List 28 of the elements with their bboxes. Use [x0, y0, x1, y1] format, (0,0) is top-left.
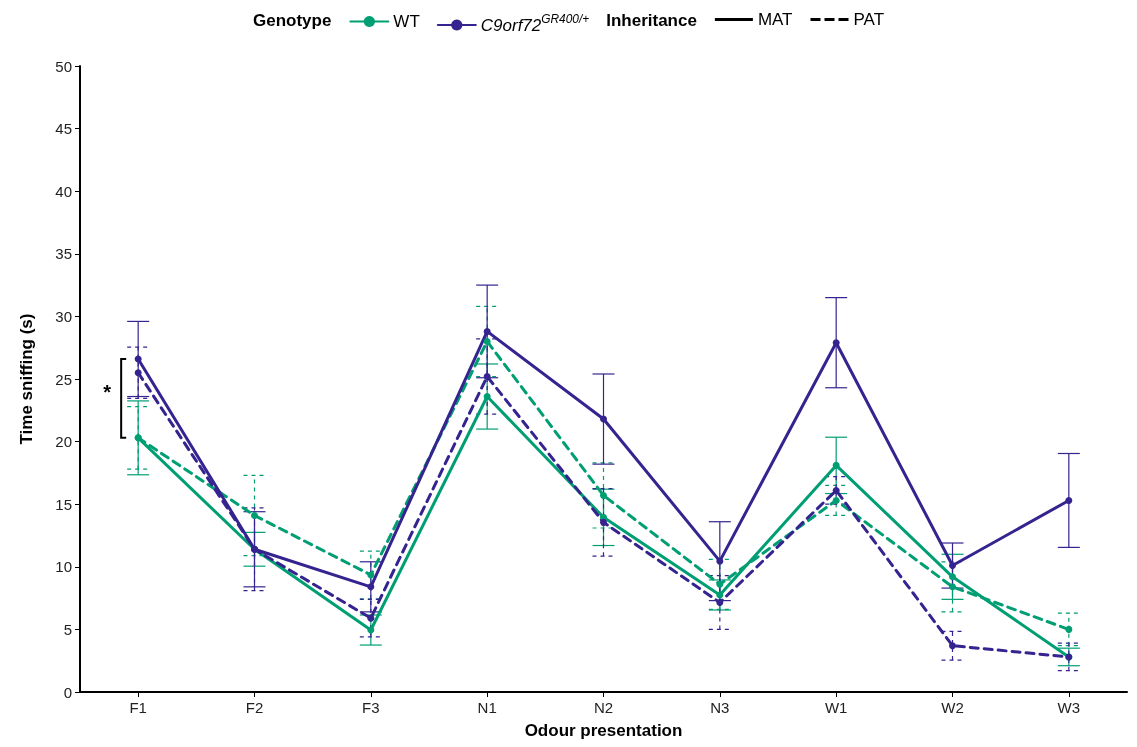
y-tick-label: 10	[55, 558, 72, 576]
x-tick-label: W2	[941, 699, 964, 716]
x-tick-label: F3	[362, 699, 380, 716]
x-axis-title: Odour presentation	[524, 721, 683, 740]
y-tick-label: 0	[63, 683, 72, 701]
text: Inheritance	[606, 10, 697, 30]
text: Genotype	[252, 10, 332, 30]
x-tick-label: F2	[245, 699, 264, 716]
x-tick-label: W3	[1057, 699, 1081, 716]
y-axis-title: Time sniffing (s)	[17, 313, 36, 445]
text: PAT	[853, 10, 885, 29]
annotation: *	[103, 381, 112, 404]
y-tick-label: 25	[55, 370, 72, 388]
x-tick-label: N3	[710, 699, 730, 716]
x-tick-label: W1	[824, 699, 848, 716]
y-tick-label: 35	[55, 245, 72, 263]
x-tick-label: N1	[477, 699, 497, 716]
y-tick-label: 45	[55, 120, 72, 138]
y-tick-label: 40	[55, 182, 72, 200]
y-tick-label: 20	[55, 433, 72, 451]
x-tick-label: F1	[129, 699, 147, 716]
legend-label: WT	[393, 12, 420, 31]
text: MAT	[757, 10, 793, 29]
y-tick-label: 5	[63, 620, 72, 638]
y-tick-label: 30	[55, 307, 72, 325]
y-tick-label: 15	[55, 495, 72, 513]
y-tick-label: 50	[55, 57, 72, 75]
x-tick-label: N2	[593, 699, 614, 716]
